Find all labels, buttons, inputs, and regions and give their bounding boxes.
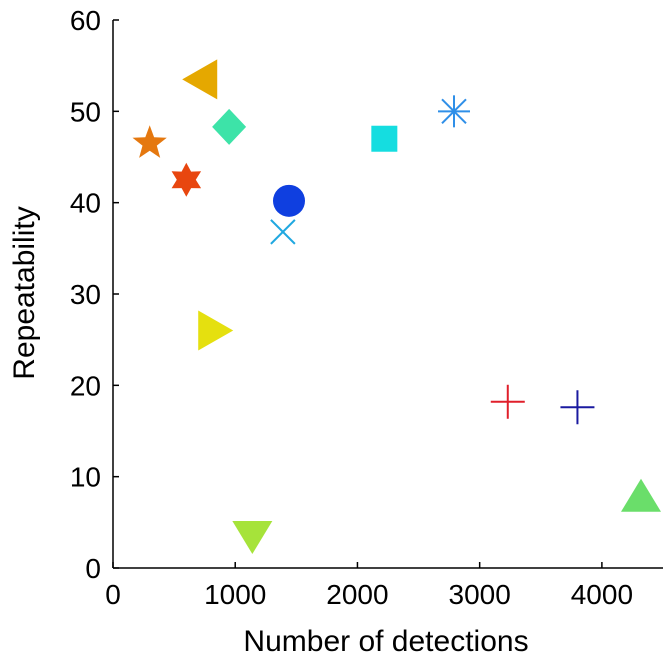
data-point-asterisk <box>438 95 470 128</box>
data-point-diamond <box>212 108 247 145</box>
asterisk-stroke-d2 <box>441 98 467 125</box>
y-tick-label: 50 <box>70 96 101 127</box>
x-tick-label: 2000 <box>326 579 388 610</box>
y-tick-label: 60 <box>70 5 101 36</box>
data-points <box>132 59 661 555</box>
y-tick-label: 0 <box>85 553 101 584</box>
x-tick-label: 4000 <box>571 579 633 610</box>
data-point-x <box>270 219 296 245</box>
y-axis-title: Repeatability <box>8 206 41 379</box>
x-stroke-2 <box>270 219 296 245</box>
data-point-triangle-down <box>232 521 273 555</box>
data-point-triangle-up <box>621 478 661 512</box>
data-point-pentagram <box>132 125 167 158</box>
data-point-hexagram <box>171 162 202 197</box>
x-tick-label: 0 <box>105 579 121 610</box>
data-point-triangle-left <box>182 59 218 100</box>
y-tick-label: 20 <box>70 370 101 401</box>
x-tick-label: 1000 <box>204 579 266 610</box>
x-tick-label: 3000 <box>449 579 511 610</box>
data-point-plus <box>560 390 595 425</box>
data-point-triangle-right <box>198 310 234 351</box>
x-axis-title: Number of detections <box>243 625 528 658</box>
y-tick-label: 10 <box>70 462 101 493</box>
axes: 0 10 20 30 40 50 60 0 1000 2000 3000 4000 <box>70 5 663 610</box>
y-tick-label: 40 <box>70 188 101 219</box>
data-point-square <box>371 125 398 152</box>
data-point-circle <box>273 184 305 217</box>
data-point-plus <box>490 384 525 419</box>
y-tick-label: 30 <box>70 279 101 310</box>
